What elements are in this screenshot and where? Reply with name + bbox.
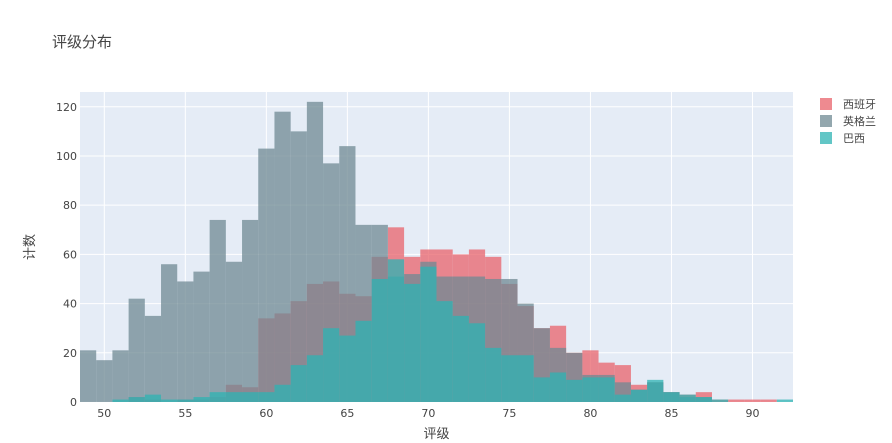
bar-series-3	[290, 365, 307, 402]
bar-series-3	[614, 394, 631, 402]
y-tick-label: 120	[56, 101, 77, 114]
bar-series-2	[258, 148, 275, 402]
bar-series-1	[695, 392, 712, 402]
bar-series-3	[711, 399, 729, 402]
bar-series-3	[549, 372, 567, 402]
bar-series-3	[339, 335, 356, 402]
x-tick-label: 60	[259, 407, 273, 420]
legend-swatch	[820, 115, 832, 127]
bar-series-1	[744, 399, 761, 402]
legend-label: 西班牙	[843, 98, 876, 111]
y-axis-title: 计数	[23, 234, 38, 260]
legend-label: 巴西	[843, 132, 865, 145]
bar-series-3	[306, 355, 324, 402]
bar-series-3	[225, 392, 243, 402]
bar-series-2	[177, 281, 194, 402]
y-tick-label: 20	[63, 347, 77, 360]
bar-series-3	[112, 399, 129, 402]
y-tick-label: 60	[63, 248, 77, 261]
bar-series-2	[274, 111, 291, 402]
bar-series-2	[161, 264, 178, 402]
bar-series-3	[420, 266, 437, 402]
chart-title: 评级分布	[52, 33, 113, 51]
bar-series-2	[112, 350, 129, 402]
bar-series-3	[209, 392, 226, 402]
y-tick-label: 100	[56, 150, 77, 163]
bar-series-1	[728, 399, 745, 402]
bar-series-3	[647, 379, 664, 402]
bar-series-1	[760, 399, 777, 402]
bar-series-2	[193, 271, 210, 402]
bar-series-3	[193, 397, 210, 402]
bar-series-3	[161, 399, 178, 402]
x-tick-label: 80	[583, 407, 597, 420]
bar-series-3	[128, 397, 145, 402]
bar-series-3	[598, 377, 615, 402]
bar-series-2	[144, 315, 162, 402]
bar-series-3	[404, 283, 421, 402]
bar-series-3	[679, 394, 696, 402]
bar-series-2	[242, 219, 259, 402]
bar-series-3	[274, 384, 291, 402]
x-tick-label: 65	[340, 407, 354, 420]
bar-series-2	[96, 360, 113, 402]
legend-label: 英格兰	[843, 114, 876, 128]
legend-swatch	[820, 132, 832, 144]
legend-swatch	[820, 98, 832, 110]
bar-series-3	[695, 397, 712, 402]
bar-series-3	[582, 377, 599, 402]
bar-series-3	[663, 392, 680, 402]
bar-series-3	[436, 301, 453, 402]
bar-series-2	[80, 350, 97, 402]
y-tick-label: 80	[63, 199, 77, 212]
bar-series-2	[290, 131, 307, 402]
bar-series-3	[144, 394, 162, 402]
x-tick-label: 55	[178, 407, 192, 420]
x-tick-label: 75	[502, 407, 516, 420]
bar-series-2	[225, 261, 243, 402]
bar-series-3	[452, 315, 469, 402]
x-tick-label: 50	[97, 407, 111, 420]
bar-series-3	[468, 323, 486, 402]
bar-series-3	[258, 392, 275, 402]
bar-series-3	[566, 379, 583, 402]
bar-series-3	[485, 347, 502, 402]
bar-series-3	[776, 399, 793, 402]
bar-series-3	[630, 389, 648, 402]
bar-series-3	[517, 355, 534, 402]
y-tick-label: 0	[70, 396, 77, 409]
x-tick-label: 85	[664, 407, 678, 420]
bar-series-2	[209, 219, 226, 402]
bar-series-3	[177, 399, 194, 402]
bar-series-3	[533, 377, 550, 402]
bar-series-3	[387, 259, 405, 402]
bar-series-3	[501, 355, 518, 402]
x-tick-label: 70	[421, 407, 435, 420]
bar-series-2	[306, 101, 324, 402]
bar-series-3	[323, 328, 340, 402]
bar-series-2	[128, 298, 145, 402]
bar-series-3	[242, 392, 259, 402]
x-tick-label: 90	[745, 407, 759, 420]
x-axis-title: 评级	[423, 427, 449, 442]
y-tick-label: 40	[63, 298, 77, 311]
bar-series-3	[371, 278, 388, 402]
bar-series-3	[355, 320, 372, 402]
